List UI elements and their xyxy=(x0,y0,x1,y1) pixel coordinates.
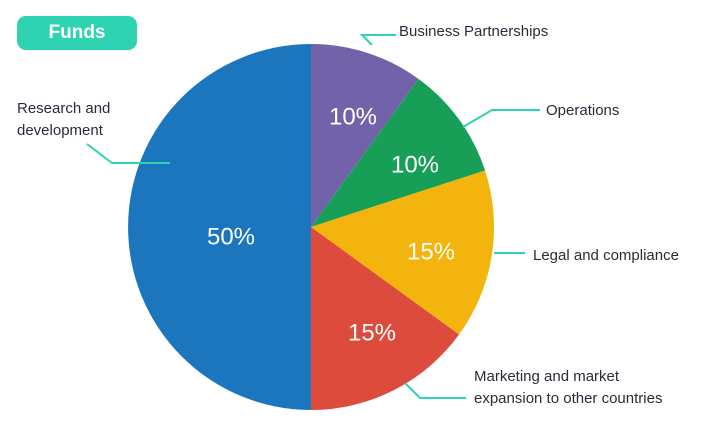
percentage-label: 15% xyxy=(348,319,396,346)
category-label-line: Research and xyxy=(17,100,110,117)
category-label: Business Partnerships xyxy=(399,23,548,40)
category-label: Marketing and market expansion to other c… xyxy=(474,368,662,407)
percentage-label: 10% xyxy=(329,103,377,130)
pie-slices xyxy=(128,44,494,410)
percentage-labels: 10% 10% 15% 15% 50% xyxy=(207,103,455,346)
funds-badge: Funds xyxy=(17,16,137,50)
category-label-line: Business Partnerships xyxy=(399,23,548,40)
category-label: Research and development xyxy=(17,100,110,139)
leader-line xyxy=(404,382,466,399)
leader-lines xyxy=(86,34,540,399)
pie-slice-legal-and-compliance xyxy=(311,170,494,335)
percentage-label: 50% xyxy=(207,223,255,250)
percentage-label: 15% xyxy=(407,238,455,265)
category-label-line: Marketing and market xyxy=(474,368,620,385)
leader-line xyxy=(359,34,396,46)
pie-slice-research-and-development xyxy=(128,44,311,410)
category-label-line: expansion to other countries xyxy=(474,390,662,407)
pie-slice-operations xyxy=(311,78,486,227)
category-label-line: Legal and compliance xyxy=(533,247,679,264)
category-label: Operations xyxy=(546,102,619,119)
percentage-label: 10% xyxy=(391,151,439,178)
leader-line xyxy=(462,109,540,128)
category-labels: Business Partnerships Operations Legal and… xyxy=(17,23,679,407)
category-label-line: Operations xyxy=(546,102,619,119)
pie-slice-marketing-and-market-expansion-to-other-countries xyxy=(311,227,460,410)
pie-slice-business-partnerships xyxy=(311,44,419,227)
leader-line xyxy=(86,143,170,164)
category-label: Legal and compliance xyxy=(533,247,679,264)
category-label-line: development xyxy=(17,122,104,139)
